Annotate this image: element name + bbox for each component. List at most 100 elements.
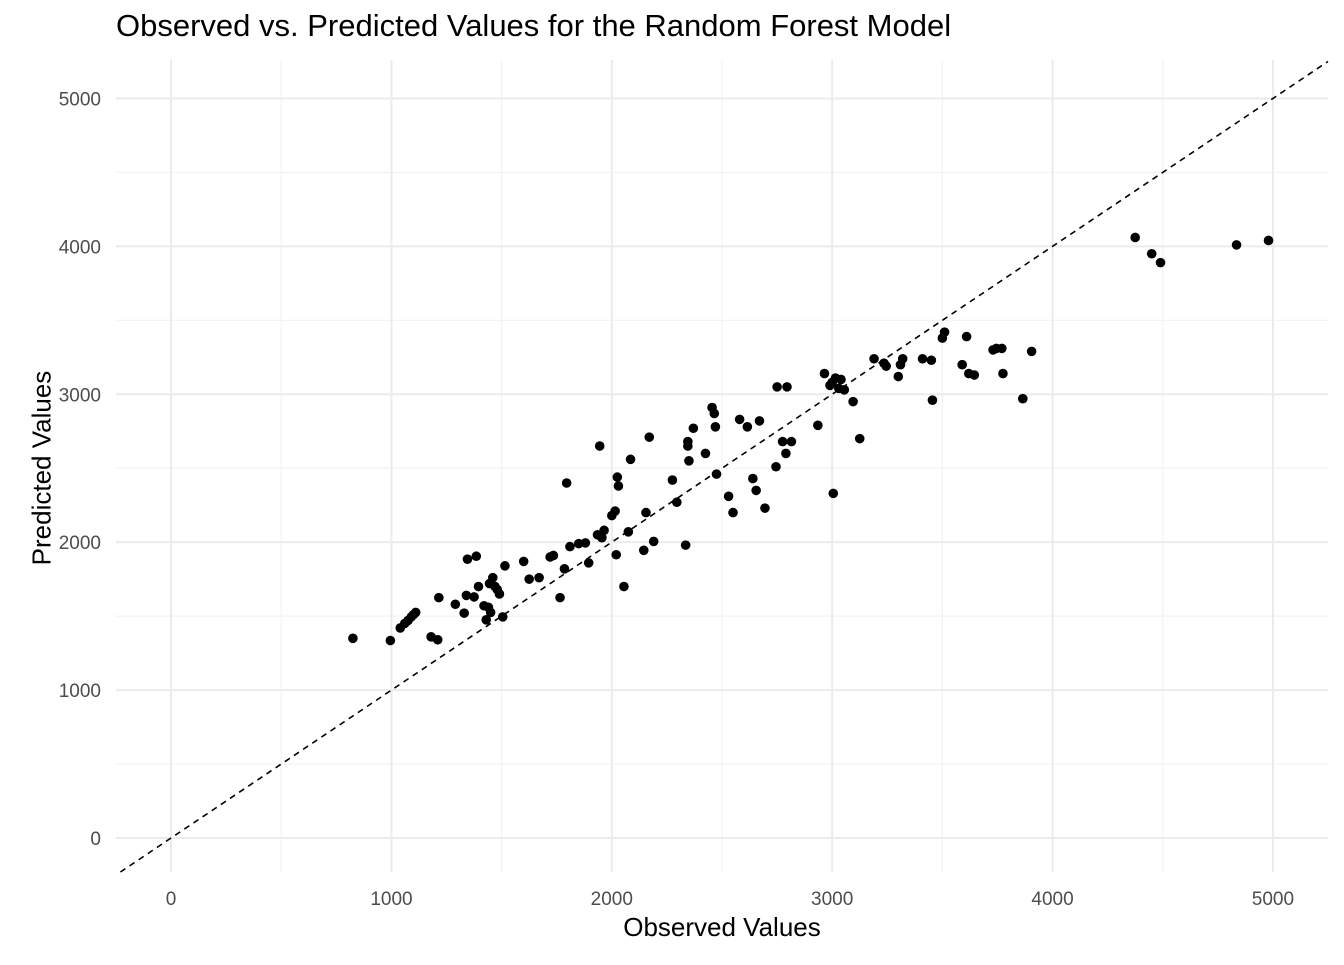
data-point (565, 541, 575, 552)
data-point (1231, 240, 1242, 250)
x-tick-label: 5000 (1252, 889, 1294, 910)
data-point (583, 558, 594, 568)
data-point (623, 527, 634, 537)
data-point (597, 532, 607, 543)
data-point (893, 371, 904, 382)
x-tick-label: 2000 (591, 889, 633, 910)
data-point (580, 538, 591, 548)
data-point (497, 612, 508, 622)
data-point (754, 416, 765, 426)
data-point (555, 592, 565, 603)
data-point (612, 472, 623, 482)
data-point (926, 355, 937, 366)
data-point (471, 551, 482, 562)
data-point (410, 607, 421, 618)
data-point (957, 359, 967, 370)
data-point (917, 353, 928, 364)
data-point (751, 485, 761, 496)
data-point (709, 408, 720, 419)
data-point (641, 507, 651, 518)
data-point (1017, 393, 1028, 404)
data-point (869, 353, 879, 364)
data-point (969, 370, 980, 380)
y-tick-labels: 0 1000 2000 3000 4000 5000 (59, 89, 101, 850)
data-point (638, 545, 649, 556)
data-point (1130, 232, 1140, 243)
data-point (613, 481, 624, 491)
data-point (518, 556, 529, 567)
data-point (648, 536, 659, 547)
x-tick-label: 3000 (811, 889, 853, 910)
data-point (1155, 257, 1166, 268)
data-point (997, 343, 1007, 354)
data-point (760, 503, 770, 513)
data-point (599, 525, 609, 536)
data-point (781, 448, 791, 459)
y-tick-label: 3000 (59, 385, 101, 406)
data-point (559, 563, 570, 574)
data-point (777, 436, 788, 447)
data-point (432, 634, 443, 645)
data-points (348, 232, 1274, 646)
data-point (1263, 235, 1274, 246)
data-point (494, 589, 505, 599)
data-point (684, 456, 694, 466)
data-point (561, 478, 572, 488)
y-tick-label: 2000 (59, 533, 101, 554)
x-tick-label: 0 (166, 889, 177, 910)
data-point (854, 433, 865, 444)
x-axis-label: Observed Values (623, 912, 821, 942)
data-point (711, 469, 722, 479)
data-point (461, 590, 472, 601)
x-tick-label: 4000 (1031, 889, 1073, 910)
data-point (819, 368, 830, 379)
data-point (672, 497, 682, 508)
data-point (644, 432, 655, 442)
data-point (488, 572, 498, 583)
data-point (771, 461, 781, 472)
data-point (897, 353, 908, 364)
minor-gridlines (116, 60, 1328, 872)
data-point (462, 554, 473, 564)
data-point (619, 581, 629, 592)
x-tick-label: 1000 (370, 889, 412, 910)
data-point (524, 574, 534, 584)
data-point (723, 491, 734, 502)
data-point (734, 414, 745, 425)
data-point (786, 436, 797, 447)
major-gridlines (116, 60, 1328, 872)
data-point (434, 592, 444, 603)
data-point (611, 549, 622, 560)
data-point (927, 395, 938, 405)
data-point (688, 423, 699, 434)
data-point (700, 448, 711, 459)
data-point (680, 540, 691, 550)
data-point (839, 385, 850, 395)
data-point (481, 615, 492, 625)
data-point (998, 368, 1008, 379)
data-point (836, 374, 846, 385)
data-point (939, 327, 950, 337)
data-point (813, 420, 823, 431)
data-point (748, 473, 758, 484)
data-point (485, 607, 496, 618)
data-point (348, 633, 358, 644)
reference-line (119, 60, 1329, 873)
chart-title: Observed vs. Predicted Values for the Ra… (116, 8, 952, 43)
data-point (728, 507, 738, 518)
data-point (683, 441, 693, 451)
y-tick-label: 0 (90, 829, 101, 850)
y-tick-label: 4000 (59, 237, 101, 258)
data-point (1146, 248, 1157, 259)
y-axis-label: Predicted Values (26, 370, 57, 566)
data-point (473, 581, 484, 592)
data-point (450, 599, 461, 610)
data-point (742, 422, 753, 432)
data-point (610, 506, 620, 516)
x-tick-labels: 0 1000 2000 3000 4000 5000 (166, 889, 1294, 910)
data-point (961, 331, 972, 342)
data-point (710, 422, 721, 432)
identity-reference-line (119, 60, 1329, 873)
